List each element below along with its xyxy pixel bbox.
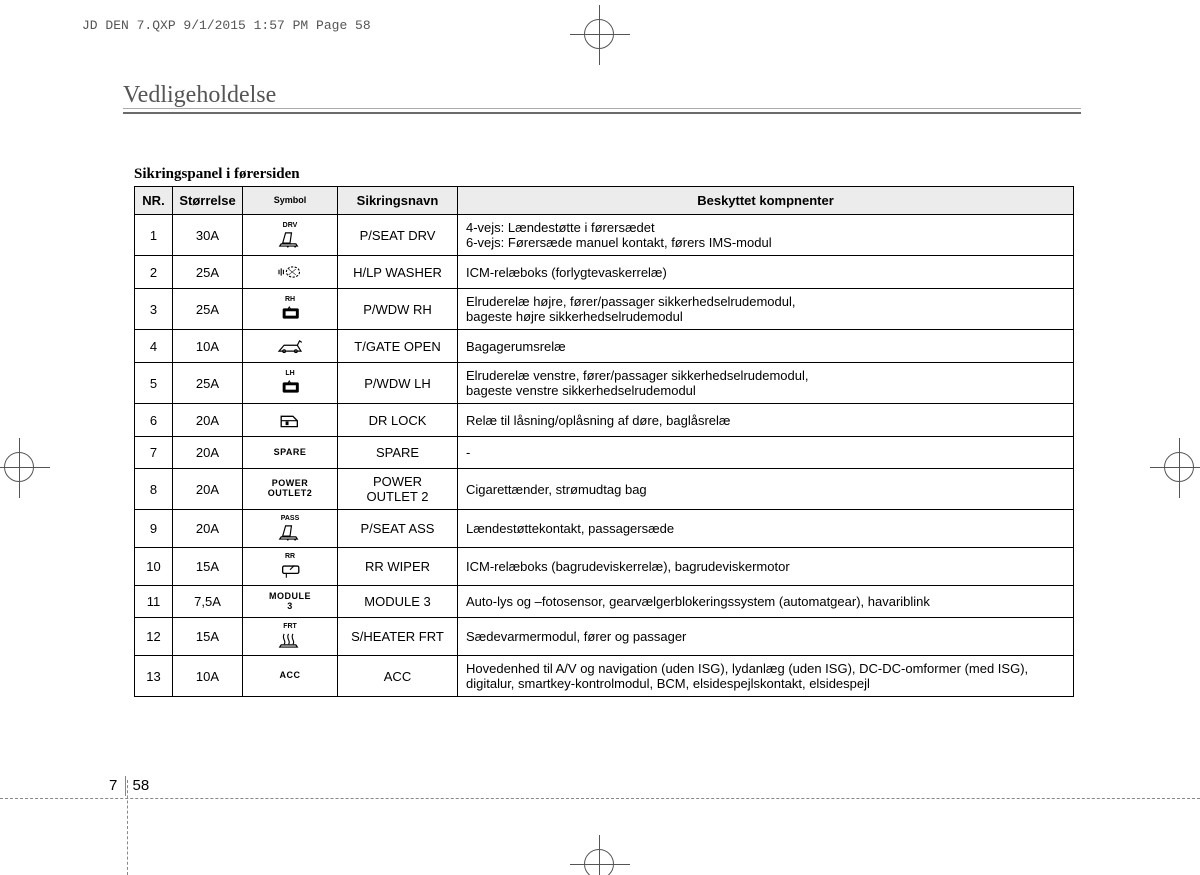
cell-nr: 11 [135,586,173,618]
cell-nr: 1 [135,215,173,256]
page-number-value: 58 [133,777,150,794]
print-header: JD DEN 7.QXP 9/1/2015 1:57 PM Page 58 [82,18,371,33]
cell-name: T/GATE OPEN [338,330,458,363]
table-row: 1 30A DRV P/SEAT DRV 4-vejs: Lændestøtte… [135,215,1074,256]
cell-desc: Auto-lys og –fotosensor, gearvælgerbloke… [458,586,1074,618]
registration-mark-right [1150,438,1200,498]
registration-mark-bottom [570,835,630,875]
table-header-row: NR. Størrelse Symbol Sikringsnavn Beskyt… [135,187,1074,215]
cell-nr: 2 [135,256,173,289]
cell-size: 25A [173,256,243,289]
header-nr: NR. [135,187,173,215]
header-desc: Beskyttet kompnenter [458,187,1074,215]
cell-desc: - [458,437,1074,469]
cell-name: P/WDW LH [338,363,458,404]
table-row: 10 15A RR RR WIPER ICM-relæboks (bagrude… [135,548,1074,586]
cell-desc: ICM-relæboks (bagrudeviskerrelæ), bagrud… [458,548,1074,586]
table-row: 13 10A ACC ACC Hovedenhed til A/V og nav… [135,656,1074,697]
crop-dash [0,798,1200,799]
cell-name: P/WDW RH [338,289,458,330]
cell-symbol: RH [243,289,338,330]
cell-symbol: PASS [243,510,338,548]
cell-size: 20A [173,510,243,548]
section-subtitle: Sikringspanel i førersiden [134,166,300,183]
table-row: 2 25A H/LP WASHER ICM-relæboks (forlygte… [135,256,1074,289]
cell-name: S/HEATER FRT [338,618,458,656]
table-row: 3 25A RH P/WDW RH Elruderelæ højre, føre… [135,289,1074,330]
cell-name: POWEROUTLET 2 [338,469,458,510]
chapter-number: 7 [109,777,123,794]
cell-name: SPARE [338,437,458,469]
table-row: 8 20A POWEROUTLET2 POWEROUTLET 2 Cigaret… [135,469,1074,510]
cell-symbol: DRV [243,215,338,256]
cell-nr: 8 [135,469,173,510]
cell-desc: Elruderelæ højre, fører/passager sikkerh… [458,289,1074,330]
cell-nr: 3 [135,289,173,330]
table-row: 9 20A PASS P/SEAT ASS Lændestøttekontakt… [135,510,1074,548]
cell-symbol [243,256,338,289]
cell-size: 15A [173,618,243,656]
table-row: 11 7,5A MODULE3 MODULE 3 Auto-lys og –fo… [135,586,1074,618]
cell-desc: 4-vejs: Lændestøtte i førersædet6-vejs: … [458,215,1074,256]
cell-size: 20A [173,437,243,469]
cell-nr: 9 [135,510,173,548]
cell-size: 10A [173,330,243,363]
cell-nr: 10 [135,548,173,586]
title-underline-thin [123,108,1081,109]
header-size: Størrelse [173,187,243,215]
cell-desc: Bagagerumsrelæ [458,330,1074,363]
cell-nr: 13 [135,656,173,697]
cell-size: 15A [173,548,243,586]
cell-name: DR LOCK [338,404,458,437]
cell-nr: 12 [135,618,173,656]
cell-symbol: SPARE [243,437,338,469]
table-row: 4 10A T/GATE OPEN Bagagerumsrelæ [135,330,1074,363]
cell-name: RR WIPER [338,548,458,586]
title-underline [123,112,1081,114]
cell-symbol: MODULE3 [243,586,338,618]
cell-desc: Cigarettænder, strømudtag bag [458,469,1074,510]
cell-symbol: LH [243,363,338,404]
cell-size: 10A [173,656,243,697]
cell-name: P/SEAT ASS [338,510,458,548]
cell-name: H/LP WASHER [338,256,458,289]
cell-name: MODULE 3 [338,586,458,618]
cell-desc: Relæ til låsning/oplåsning af døre, bagl… [458,404,1074,437]
cell-name: P/SEAT DRV [338,215,458,256]
cell-nr: 6 [135,404,173,437]
cell-desc: ICM-relæboks (forlygtevaskerrelæ) [458,256,1074,289]
page-title: Vedligeholdelse [123,82,276,109]
cell-desc: Hovedenhed til A/V og navigation (uden I… [458,656,1074,697]
registration-mark-left [0,438,50,498]
cell-symbol [243,330,338,363]
cell-desc: Elruderelæ venstre, fører/passager sikke… [458,363,1074,404]
cell-symbol: FRT [243,618,338,656]
fuse-table: NR. Størrelse Symbol Sikringsnavn Beskyt… [134,186,1074,697]
cell-name: ACC [338,656,458,697]
page-number: 7 58 [109,776,149,796]
cell-size: 25A [173,289,243,330]
cell-desc: Lændestøttekontakt, passagersæde [458,510,1074,548]
cell-size: 20A [173,404,243,437]
table-row: 5 25A LH P/WDW LH Elruderelæ venstre, fø… [135,363,1074,404]
cell-desc: Sædevarmermodul, fører og passager [458,618,1074,656]
cell-symbol [243,404,338,437]
table-row: 7 20A SPARE SPARE - [135,437,1074,469]
table-row: 6 20A DR LOCK Relæ til låsning/oplåsning… [135,404,1074,437]
cell-symbol: POWEROUTLET2 [243,469,338,510]
table-row: 12 15A FRT S/HEATER FRT Sædevarmermodul,… [135,618,1074,656]
cell-symbol: ACC [243,656,338,697]
cell-nr: 5 [135,363,173,404]
cell-nr: 4 [135,330,173,363]
cell-size: 20A [173,469,243,510]
cell-nr: 7 [135,437,173,469]
header-name: Sikringsnavn [338,187,458,215]
cell-symbol: RR [243,548,338,586]
cell-size: 7,5A [173,586,243,618]
cell-size: 30A [173,215,243,256]
cell-size: 25A [173,363,243,404]
header-symbol: Symbol [243,187,338,215]
registration-mark-top [570,5,630,65]
